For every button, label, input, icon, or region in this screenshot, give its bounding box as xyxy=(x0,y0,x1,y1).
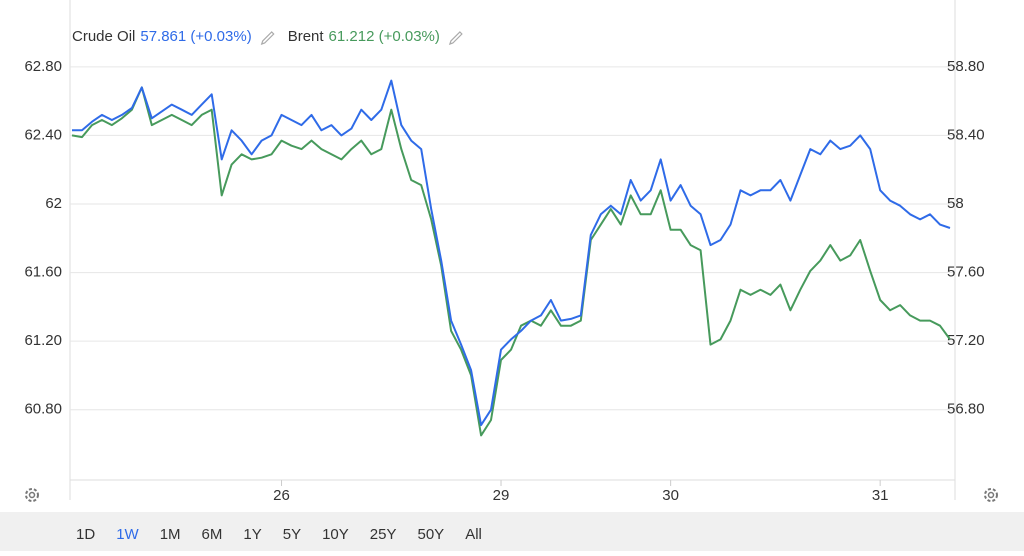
settings-icon[interactable] xyxy=(25,488,39,502)
legend-value: 61.212 (+0.03%) xyxy=(329,28,440,45)
y2-tick-label: 58.80 xyxy=(947,58,985,75)
edit-icon[interactable] xyxy=(448,31,463,45)
settings-icon[interactable] xyxy=(984,488,998,502)
toolbar-bg xyxy=(0,512,1024,551)
range-button[interactable]: 6M xyxy=(202,526,223,543)
series-line xyxy=(72,79,951,427)
y-tick-label: 61.60 xyxy=(24,264,62,281)
y2-tick-label: 57.60 xyxy=(947,264,985,281)
y2-tick-label: 58 xyxy=(947,195,964,212)
series-line xyxy=(71,86,951,437)
y-tick-label: 60.80 xyxy=(24,401,62,418)
legend-name: Crude Oil xyxy=(72,28,135,45)
range-button[interactable]: 50Y xyxy=(418,526,445,543)
x-tick-label: 26 xyxy=(273,487,290,504)
range-button[interactable]: 1M xyxy=(160,526,181,543)
range-button[interactable]: 5Y xyxy=(283,526,301,543)
y2-tick-label: 57.20 xyxy=(947,332,985,349)
range-button[interactable]: 1D xyxy=(76,526,95,543)
range-button[interactable]: All xyxy=(465,526,482,543)
range-button[interactable]: 10Y xyxy=(322,526,349,543)
edit-icon[interactable] xyxy=(260,31,275,45)
legend-value: 57.861 (+0.03%) xyxy=(140,28,251,45)
range-button[interactable]: 25Y xyxy=(370,526,397,543)
range-button[interactable]: 1W xyxy=(116,526,139,543)
y-tick-label: 62.80 xyxy=(24,58,62,75)
y-tick-label: 61.20 xyxy=(24,332,62,349)
legend-name: Brent xyxy=(288,28,325,45)
y-tick-label: 62.40 xyxy=(24,126,62,143)
x-tick-label: 30 xyxy=(662,487,679,504)
y-tick-label: 62 xyxy=(45,195,62,212)
x-tick-label: 29 xyxy=(493,487,510,504)
range-button[interactable]: 1Y xyxy=(243,526,261,543)
y2-tick-label: 56.80 xyxy=(947,401,985,418)
y2-tick-label: 58.40 xyxy=(947,126,985,143)
x-tick-label: 31 xyxy=(872,487,889,504)
